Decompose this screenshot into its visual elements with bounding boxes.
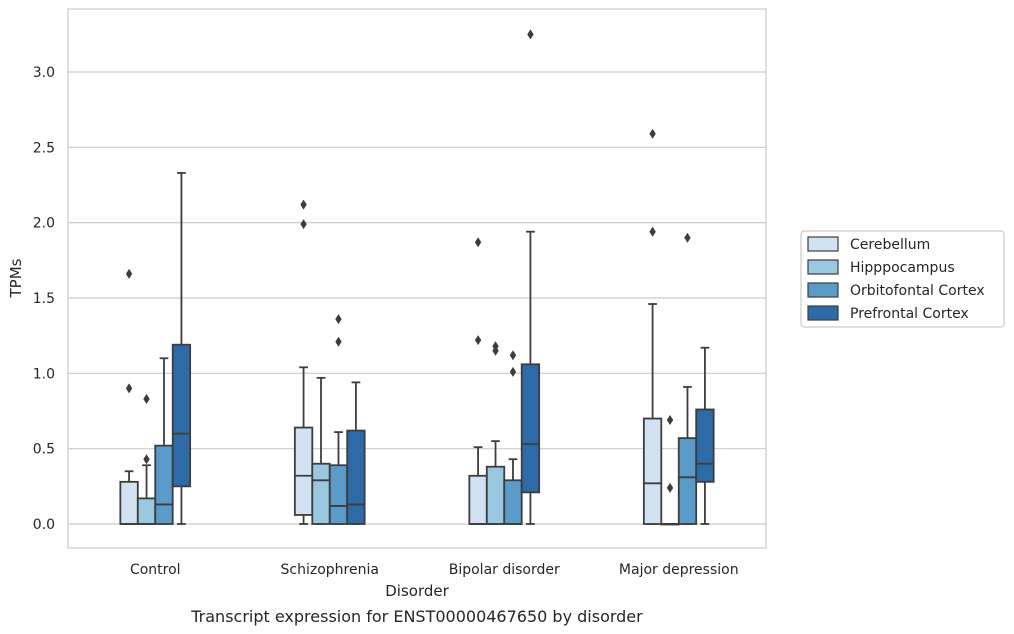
outlier-point (527, 29, 534, 40)
chart-caption: Transcript expression for ENST0000046765… (190, 607, 643, 626)
outlier-point (474, 237, 482, 248)
y-axis-label: TPMs (7, 258, 25, 298)
box-plot-1-2 (485, 341, 506, 525)
y-axis-ticks: 0.0 0.5 1.0 1.5 2.0 2.5 3.0 (33, 65, 55, 533)
box (520, 363, 541, 494)
box-plot-1-0 (136, 393, 157, 525)
box (119, 480, 139, 525)
legend-swatch (807, 305, 839, 321)
y-tick-label: 3.0 (33, 65, 55, 81)
box (503, 479, 523, 525)
outlier-point (666, 415, 674, 426)
box (695, 408, 715, 483)
box-plot-2-2 (503, 350, 523, 525)
outlier-point (649, 226, 656, 237)
y-tick-label: 0.5 (33, 442, 55, 458)
box (136, 497, 157, 525)
box (311, 462, 331, 525)
outlier-point (335, 314, 342, 325)
outlier-point (300, 199, 307, 210)
box-plot-0-2 (468, 237, 488, 525)
outlier-point (509, 350, 517, 361)
box-plot-0-3 (642, 128, 663, 525)
y-tick-label: 0.0 (33, 517, 55, 533)
outlier-point (492, 341, 499, 352)
box-plots (119, 29, 715, 526)
legend-label: Prefrontal Cortex (850, 306, 969, 322)
box-plot-3-0 (171, 172, 192, 525)
outlier-point (143, 393, 150, 404)
y-tick-label: 2.5 (33, 140, 55, 156)
x-axis-label: Disorder (385, 582, 449, 600)
legend-label: Hipppocampus (850, 260, 955, 276)
box (485, 465, 506, 525)
box-plot-2-1 (328, 314, 349, 525)
outlier-point (666, 482, 674, 493)
box-plot-3-1 (346, 381, 366, 525)
outlier-point (509, 366, 517, 377)
box-plot-1-3 (660, 415, 680, 526)
outlier-point (684, 232, 691, 243)
box-plot-0-1 (293, 199, 314, 525)
legend-swatch (807, 236, 839, 252)
legend-swatch (807, 282, 839, 298)
outlier-point (125, 268, 133, 279)
box-plot-0-0 (119, 268, 139, 525)
box-plot-3-3 (695, 346, 715, 525)
x-tick-label: Control (130, 562, 181, 578)
y-tick-label: 1.0 (33, 366, 55, 382)
box (328, 464, 349, 525)
x-tick-label: Schizophrenia (281, 562, 379, 578)
x-tick-label: Bipolar disorder (449, 562, 560, 578)
legend-label: Orbitofontal Cortex (850, 283, 985, 299)
box-plot-1-1 (311, 376, 331, 525)
plot-area-frame (67, 8, 767, 549)
outlier-point (649, 128, 656, 139)
box (468, 474, 488, 525)
y-tick-label: 2.0 (33, 216, 55, 232)
x-tick-label: Major depression (619, 562, 739, 578)
box (346, 429, 366, 525)
legend-swatch (807, 259, 839, 275)
box-plot-2-0 (154, 357, 174, 525)
outlier-point (335, 336, 342, 347)
box-plot-3-2 (520, 29, 541, 525)
legend: Cerebellum Hipppocampus Orbitofontal Corte… (800, 230, 1005, 328)
box (642, 417, 663, 525)
box (677, 437, 698, 525)
outlier-point (300, 219, 307, 230)
y-tick-label: 1.5 (33, 291, 55, 307)
x-axis-ticks: Control Schizophrenia Bipolar disorder Majo… (130, 562, 739, 578)
box (154, 444, 174, 525)
outlier-point (474, 335, 482, 346)
box-plot-2-3 (677, 232, 698, 525)
legend-label: Cerebellum (850, 237, 930, 253)
outlier-point (125, 383, 133, 394)
box (293, 426, 314, 516)
box (171, 343, 192, 488)
outlier-point (143, 454, 150, 465)
legend-frame (800, 230, 1005, 328)
